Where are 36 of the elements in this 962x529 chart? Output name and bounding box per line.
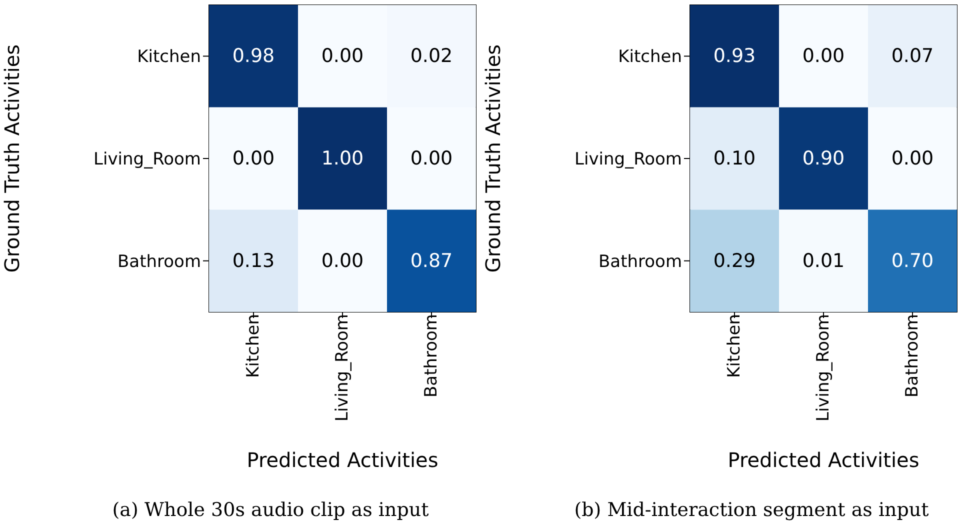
data-label: 0.29	[713, 250, 756, 272]
y-tick-label: Living_Room	[574, 150, 682, 170]
x-tick-label: Kitchen	[244, 314, 264, 378]
y-tick-label: Bathroom	[598, 252, 682, 272]
y-tick-label: Living_Room	[94, 150, 201, 170]
x-axis-title: Predicted Activities	[246, 448, 438, 472]
data-label: 0.02	[410, 45, 453, 68]
data-label: 0.00	[321, 45, 364, 68]
data-label: 0.87	[410, 250, 453, 272]
data-label: 0.70	[891, 250, 934, 272]
text: (a) Whole 30s audio clip as input	[111, 499, 430, 521]
y-axis-title: Ground Truth Activities	[481, 44, 506, 273]
y-tick-label: Bathroom	[118, 252, 201, 272]
x-tick-label: Kitchen	[724, 314, 745, 378]
data-label: 0.98	[232, 45, 275, 68]
text: (b) Mid-interaction segment as input	[573, 499, 930, 521]
y-tick-label: Kitchen	[137, 47, 201, 68]
data-label: 0.07	[891, 45, 934, 68]
x-tick-label: Bathroom	[902, 314, 923, 398]
data-label: 0.93	[713, 45, 756, 68]
data-label: 0.00	[802, 45, 845, 68]
data-label: 0.13	[232, 250, 275, 272]
x-tick-label: Living_Room	[332, 314, 353, 422]
data-label: 1.00	[321, 148, 364, 170]
data-label: 0.00	[232, 148, 275, 170]
data-label: 0.00	[891, 148, 934, 170]
y-tick-label: Kitchen	[618, 47, 682, 68]
x-axis-title: Predicted Activities	[728, 448, 920, 472]
data-label: 0.00	[410, 148, 453, 170]
data-label: 0.01	[802, 250, 845, 272]
y-axis-title: Ground Truth Activities	[0, 44, 24, 273]
x-tick-label: Bathroom	[422, 314, 442, 398]
x-tick-label: Living_Room	[814, 314, 834, 422]
data-label: 0.00	[321, 250, 364, 272]
data-label: 0.10	[713, 148, 756, 170]
data-label: 0.90	[802, 148, 845, 170]
